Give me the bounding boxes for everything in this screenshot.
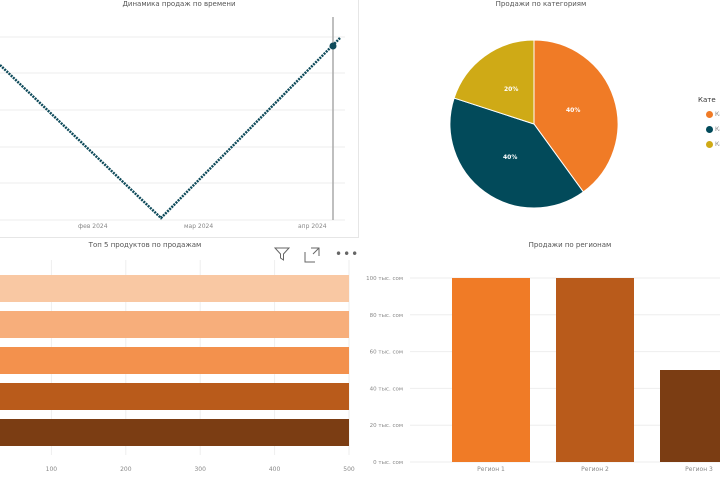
x-tick: Регион 2 — [581, 466, 609, 473]
highlight-point — [329, 42, 337, 50]
y-tick: 40 тыс. сом — [370, 386, 403, 392]
x-tick: 300 — [194, 466, 206, 473]
region-chart-svg: 0 тыс. сом 20 тыс. сом 40 тыс. сом 60 тыс. … — [366, 276, 720, 473]
pie-slice — [533, 39, 619, 193]
y-tick: 0 тыс. сом — [373, 460, 403, 466]
legend-item[interactable]: Ка — [706, 111, 720, 118]
legend-title: Кате — [698, 96, 716, 104]
pie-chart-title: Продажи по категориям — [495, 0, 587, 8]
series-line — [0, 37, 341, 220]
legend-item[interactable]: Ка — [706, 126, 720, 133]
bar — [0, 383, 349, 410]
x-tick: мар 2024 — [184, 223, 214, 230]
x-tick: 100 — [46, 466, 58, 473]
pie-slice — [449, 97, 585, 209]
more-options-icon[interactable]: ••• — [335, 247, 360, 261]
x-tick: 200 — [120, 466, 132, 473]
hbar-chart-title: Топ 5 продуктов по продажам — [88, 241, 202, 249]
bar — [452, 278, 530, 462]
x-tick: фев 2024 — [78, 223, 108, 230]
bar — [0, 275, 349, 302]
focus-mode-icon[interactable] — [304, 247, 320, 267]
bar — [0, 419, 349, 446]
region-chart-panel[interactable]: Продажи по регионам 0 тыс. сом 20 тыс. со… — [360, 240, 720, 480]
legend-dot-icon — [706, 141, 713, 148]
x-tick: 500 — [343, 466, 355, 473]
bar — [0, 347, 349, 374]
y-tick: 60 тыс. сом — [370, 350, 403, 356]
pie-label: 40% — [503, 154, 518, 161]
legend-dot-icon — [706, 126, 713, 133]
pie-label: 20% — [504, 86, 519, 93]
bar — [660, 370, 720, 462]
pie-slice — [453, 39, 535, 125]
pie-chart-svg — [449, 39, 619, 209]
filter-icon[interactable] — [273, 246, 291, 266]
bar — [556, 278, 634, 462]
x-tick: Регион 1 — [477, 466, 505, 473]
hbar-chart-svg: 100 200 300 400 500 — [0, 260, 355, 473]
hbar-chart-panel[interactable]: Топ 5 продуктов по продажам ••• 100 200 30… — [0, 240, 360, 480]
pie-label: 40% — [566, 107, 581, 114]
x-tick: Регион 3 — [685, 466, 713, 473]
pie-chart-panel[interactable]: Продажи по категориям 40% 40% 20% Кате К… — [362, 0, 720, 237]
region-chart-title: Продажи по регионам — [528, 241, 612, 249]
line-chart-svg — [0, 17, 345, 221]
legend-dot-icon — [706, 111, 713, 118]
bar — [0, 311, 349, 338]
line-chart-title: Динамика продаж по времени — [122, 0, 236, 8]
y-tick: 100 тыс. сом — [366, 276, 403, 282]
x-tick: апр 2024 — [298, 223, 327, 230]
line-chart-panel[interactable]: Динамика продаж по времени фев 2024 мар … — [0, 0, 359, 238]
x-tick: 400 — [269, 466, 281, 473]
y-tick: 20 тыс. сом — [370, 423, 403, 429]
legend-item[interactable]: Ка — [706, 141, 720, 148]
y-tick: 80 тыс. сом — [370, 313, 403, 319]
